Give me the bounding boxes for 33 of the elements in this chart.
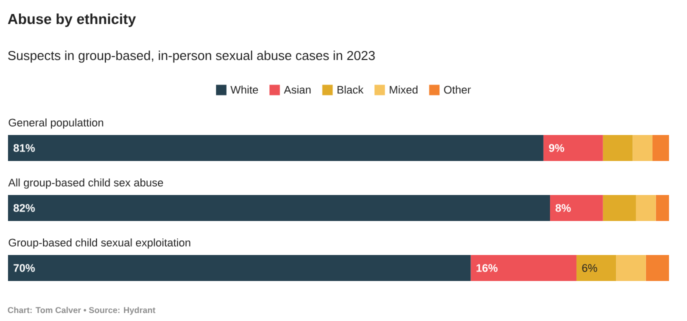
chart-subtitle: Suspects in group-based, in-person sexual abuse cases in 2023 [8, 50, 375, 63]
data-label: 6% [582, 264, 598, 272]
data-label: 81% [14, 144, 35, 152]
data-label: 82% [14, 204, 35, 212]
data-label: 70% [14, 264, 35, 272]
data-label: 16% [476, 264, 498, 272]
data-label: 8% [556, 204, 571, 212]
y-tick-label: Group-based child sexual exploitation [8, 238, 190, 249]
bar [8, 255, 471, 281]
legend-label: Black [338, 86, 364, 94]
chart-title: Abuse by ethnicity [8, 14, 136, 27]
legend-label: Asian [284, 86, 311, 94]
y-tick-label: General populattion [8, 118, 104, 129]
bar [543, 134, 603, 161]
bar [576, 255, 616, 281]
bar [616, 255, 646, 281]
bar [602, 134, 633, 161]
data-label: 9% [548, 144, 564, 152]
legend-label: Mixed [390, 86, 418, 94]
bar [636, 194, 656, 221]
bar [656, 194, 670, 221]
bar [8, 194, 550, 221]
bar [470, 255, 576, 281]
bar [602, 194, 636, 221]
legend-label: Other [444, 86, 471, 94]
legend-label: White [230, 86, 258, 94]
bar [8, 134, 544, 161]
bar [646, 255, 670, 281]
text: Chart: Tom Calver • Source: Hydrant [8, 306, 156, 315]
bar [632, 134, 652, 161]
bar [652, 134, 670, 161]
bar [550, 194, 603, 221]
y-tick-label: All group-based child sex abuse [8, 178, 164, 189]
